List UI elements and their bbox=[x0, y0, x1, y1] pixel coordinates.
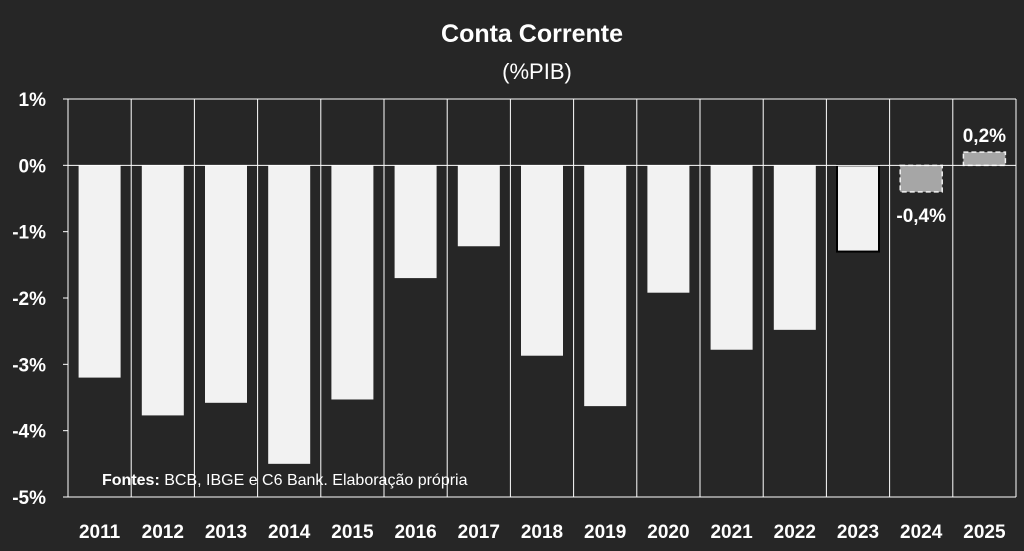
chart-title: Conta Corrente bbox=[441, 20, 623, 48]
bar bbox=[773, 165, 816, 330]
bar bbox=[647, 165, 690, 293]
bars bbox=[78, 151, 1007, 464]
bar bbox=[710, 165, 753, 350]
bar bbox=[205, 165, 247, 403]
x-tick-label: 2018 bbox=[521, 522, 563, 543]
y-tick-label: -3% bbox=[12, 355, 46, 376]
x-tick-label: 2017 bbox=[458, 522, 500, 543]
bar bbox=[394, 165, 437, 279]
x-tick-label: 2016 bbox=[394, 522, 436, 543]
bar bbox=[268, 165, 311, 464]
x-tick-label: 2021 bbox=[710, 522, 753, 543]
x-tick-label: 2011 bbox=[79, 522, 121, 543]
bar bbox=[141, 165, 184, 416]
axes: 1% 0% -1% -2% -3% -4% -5% bbox=[12, 90, 1016, 509]
x-tick-label: 2020 bbox=[647, 522, 689, 543]
data-label: 0,2% bbox=[963, 126, 1006, 147]
x-tick-label: 2015 bbox=[331, 522, 374, 543]
bar bbox=[521, 165, 563, 356]
bar bbox=[899, 164, 943, 193]
labels: 2011 2012 2013 2014 2015 2016 2017 2018 2019 2020… bbox=[79, 126, 1006, 543]
x-tick-label: 2014 bbox=[268, 522, 311, 543]
source-note-bold: Fontes: bbox=[102, 472, 160, 489]
x-tick-label: 2012 bbox=[142, 522, 184, 543]
x-tick-label: 2019 bbox=[584, 522, 626, 543]
x-tick-label: 2024 bbox=[900, 522, 943, 543]
y-tick-label: 0% bbox=[19, 156, 47, 177]
bar bbox=[836, 164, 880, 253]
y-tick-label: -2% bbox=[12, 289, 46, 310]
chart-subtitle: (%PIB) bbox=[502, 59, 572, 84]
y-tick-label: -4% bbox=[12, 422, 46, 443]
source-note: Fontes: BCB, IBGE e C6 Bank. Elaboração … bbox=[102, 472, 468, 489]
data-label: -0,4% bbox=[896, 206, 946, 227]
bar bbox=[962, 151, 1007, 167]
bar bbox=[331, 165, 374, 400]
y-tick-label: -1% bbox=[12, 223, 46, 244]
y-tick-label: 1% bbox=[19, 90, 47, 111]
bar bbox=[78, 165, 121, 378]
bar bbox=[457, 165, 500, 247]
x-tick-label: 2013 bbox=[205, 522, 247, 543]
x-tick-label: 2022 bbox=[774, 522, 816, 543]
source-note-text: BCB, IBGE e C6 Bank. Elaboração própria bbox=[160, 472, 468, 489]
y-tick-label: -5% bbox=[12, 488, 46, 509]
x-tick-label: 2025 bbox=[963, 522, 1006, 543]
x-tick-label: 2023 bbox=[837, 522, 879, 543]
bar bbox=[584, 165, 627, 407]
